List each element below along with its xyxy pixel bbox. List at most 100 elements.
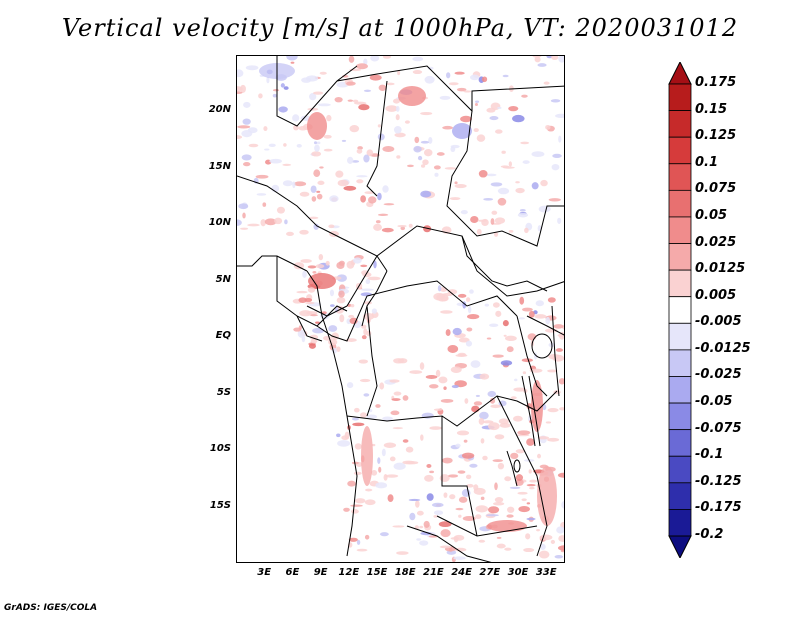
velocity-patch [309,314,318,317]
velocity-patch [426,464,432,468]
velocity-patch [545,421,552,424]
velocity-patch [454,71,465,75]
velocity-patch [383,203,395,206]
velocity-patch [555,113,564,119]
velocity-patch [475,505,489,513]
velocity-patch [298,325,302,330]
velocity-patch [515,187,525,194]
velocity-patch [313,169,321,178]
velocity-patch [334,96,343,103]
velocity-patch [237,125,251,129]
velocity-patch [238,203,249,210]
velocity-patch [292,114,300,122]
velocity-patch [522,371,527,375]
velocity-patch [486,107,496,113]
velocity-patch [503,334,507,337]
velocity-patch [500,360,513,366]
velocity-patch [453,534,465,541]
velocity-patch [438,376,448,384]
velocity-patch [377,213,389,216]
velocity-patch [405,446,414,453]
velocity-patch [354,498,366,504]
colorbar-box [668,376,692,404]
velocity-patch [409,370,423,374]
velocity-patch [455,507,464,511]
x-tick-label: 12E [338,567,360,578]
velocity-patch [420,190,432,198]
velocity-patch [498,418,509,425]
velocity-patch [371,470,378,476]
velocity-patch [529,479,538,483]
velocity-patch [345,338,357,342]
velocity-patch [377,457,381,465]
velocity-patch [510,396,517,400]
velocity-patch [356,179,364,184]
velocity-patch [439,95,451,100]
velocity-patch [371,443,376,447]
velocity-patch [243,161,251,167]
velocity-patch [558,135,562,143]
velocity-patch [426,493,434,501]
velocity-patch [448,474,459,478]
velocity-patch [545,124,551,130]
velocity-patch [443,386,447,391]
velocity-patch [346,382,354,389]
velocity-patch [547,297,556,303]
velocity-patch [315,321,320,324]
velocity-patch [383,442,397,448]
velocity-patch [394,132,406,138]
velocity-patch [393,358,405,364]
colorbar-level-label: 0.05 [695,207,728,223]
velocity-band [531,380,543,432]
velocity-patch [336,346,341,352]
colorbar-box [668,189,692,218]
map-panel [236,55,565,563]
velocity-patch [338,290,345,298]
velocity-patch [453,556,466,560]
velocity-patch [451,384,459,389]
velocity-patch [480,496,485,501]
velocity-patch [393,125,402,134]
velocity-patch [449,197,461,200]
y-tick-label: 15N [208,160,231,172]
velocity-patch [547,408,559,413]
velocity-patch [365,279,371,285]
colorbar-box [668,455,692,484]
velocity-patch [258,93,263,99]
velocity-patch [446,72,451,79]
colorbar-level-label: 0.0125 [695,261,746,277]
velocity-shading [237,56,564,562]
velocity-patch [304,298,313,303]
velocity-patch [486,514,499,517]
velocity-patch [420,164,426,168]
velocity-patch [310,339,318,344]
velocity-patch [360,292,373,297]
velocity-patch [260,219,266,227]
velocity-patch [519,208,526,212]
velocity-patch [274,217,283,225]
colorbar-box [668,269,692,298]
velocity-patch [296,290,308,294]
velocity-patch [474,102,478,106]
velocity-patch [360,288,374,291]
chart-title: Vertical velocity [m/s] at 1000hPa, VT: … [61,14,739,42]
velocity-patch [480,438,485,444]
velocity-patch [375,220,381,224]
velocity-patch [356,148,363,154]
velocity-patch [237,69,244,78]
velocity-patch [395,105,400,112]
velocity-patch [378,84,387,91]
velocity-patch [319,71,327,75]
velocity-patch [360,195,366,203]
velocity-patch [434,172,439,177]
velocity-patch [336,433,341,438]
velocity-patch [521,94,528,98]
velocity-patch [537,63,547,67]
velocity-band [308,273,336,289]
velocity-patch [363,154,370,163]
velocity-patch [427,66,434,70]
velocity-patch [371,308,377,314]
velocity-patch [389,456,396,462]
velocity-patch [302,270,307,278]
velocity-patch [356,548,368,552]
